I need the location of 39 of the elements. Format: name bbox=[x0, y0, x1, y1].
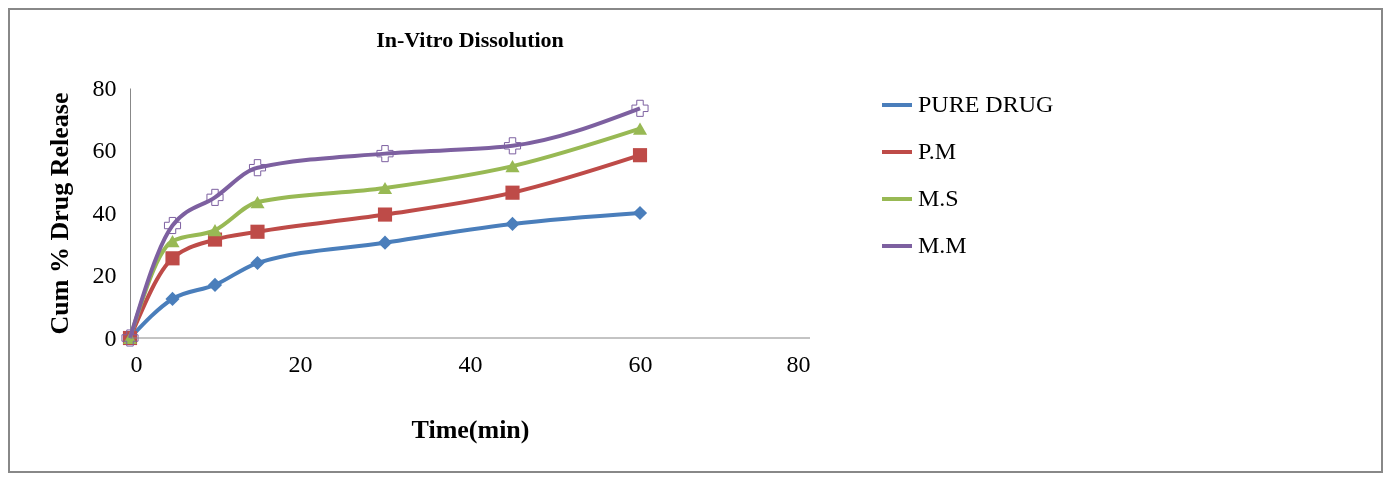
point bbox=[377, 207, 393, 222]
legend-label: M.S bbox=[918, 185, 959, 211]
chart-title: In-Vitro Dissolution bbox=[376, 27, 564, 52]
point bbox=[505, 185, 520, 200]
point bbox=[377, 181, 393, 195]
point bbox=[248, 159, 267, 177]
point bbox=[207, 277, 223, 292]
legend-label: P.M bbox=[918, 138, 957, 164]
y-axis-title: Cum % Drug Release bbox=[44, 92, 74, 335]
point bbox=[165, 251, 180, 266]
point bbox=[505, 216, 520, 232]
point bbox=[163, 216, 182, 235]
point bbox=[503, 137, 522, 155]
x-tick-label: 0 bbox=[130, 350, 143, 377]
point bbox=[632, 205, 648, 221]
point bbox=[505, 160, 520, 173]
point bbox=[376, 145, 394, 163]
point bbox=[631, 99, 649, 117]
point bbox=[206, 188, 224, 206]
point bbox=[632, 122, 648, 135]
y-tick-label: 0 bbox=[104, 324, 117, 351]
y-tick-label: 80 bbox=[92, 74, 117, 101]
legend-label: PURE DRUG bbox=[918, 91, 1054, 117]
legend-label: M.M bbox=[918, 232, 967, 258]
y-tick-label: 40 bbox=[92, 199, 117, 226]
x-tick-label: 40 bbox=[458, 350, 483, 377]
point bbox=[207, 224, 223, 237]
point bbox=[377, 235, 393, 250]
x-axis-title: Time(min) bbox=[411, 414, 530, 444]
point bbox=[250, 224, 265, 239]
x-tick-label: 20 bbox=[288, 350, 313, 377]
point bbox=[250, 195, 265, 209]
point bbox=[250, 255, 265, 271]
y-tick-label: 60 bbox=[92, 137, 117, 163]
point bbox=[165, 291, 180, 307]
x-tick-label: 60 bbox=[628, 350, 653, 377]
y-tick-label: 20 bbox=[92, 262, 117, 288]
point bbox=[632, 148, 648, 163]
x-tick-label: 80 bbox=[786, 350, 811, 377]
